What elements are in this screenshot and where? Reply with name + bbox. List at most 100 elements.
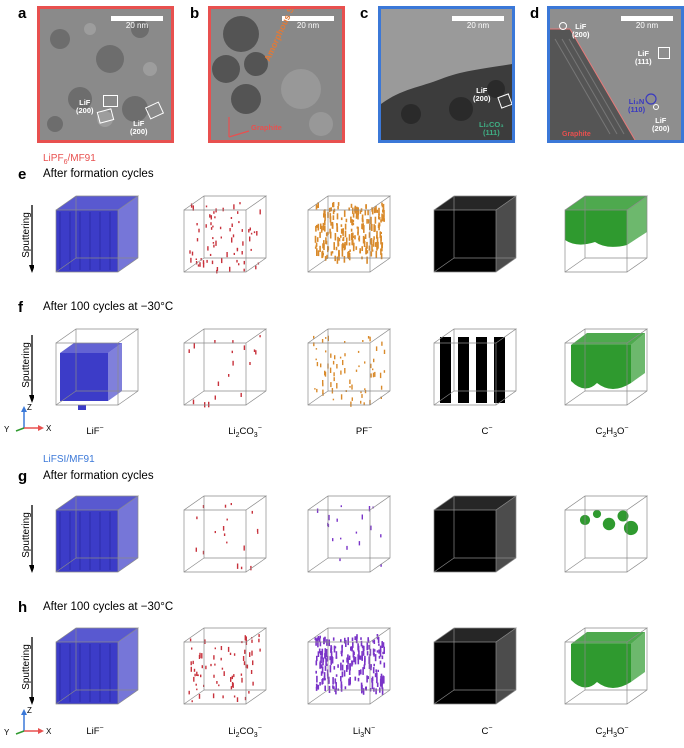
tof-sims-cube-f-1 [48, 323, 144, 413]
row-title-f: After 100 cycles at −30°C [43, 301, 174, 313]
electrolyte-label-lifsi: LiFSI/MF91 [43, 454, 95, 465]
cube-render [307, 627, 392, 705]
annotation-lif-200: LiF (200) [652, 116, 670, 133]
ion-label: C2H3O− [595, 725, 629, 740]
tof-sims-cube-g-3 [300, 490, 396, 580]
tem-texture-d [550, 9, 681, 140]
cube-render [564, 495, 649, 573]
ion-label: Li3N− [352, 725, 376, 740]
tem-image-b: 20 nm Amorphous SEI Graphite [208, 6, 345, 143]
sputtering-arrow-g: Sputtering [20, 503, 34, 575]
tof-sims-cube-e-1 [48, 190, 144, 280]
ion-label: Li2CO3− [228, 425, 262, 440]
row-title-h: After 100 cycles at −30°C [43, 601, 174, 613]
ion-label: C2H3O− [595, 425, 629, 440]
cube-render [55, 627, 140, 705]
tof-sims-cube-h-2 [176, 622, 272, 712]
ion-label: LiF− [86, 725, 104, 738]
tof-sims-cube-h-4 [426, 622, 522, 712]
annotation-li2co3-111: Li₂CO₃ (111) [479, 120, 504, 137]
sputtering-arrow-f: Sputtering [20, 333, 34, 405]
axes-indicator-2: Z Y X [4, 703, 54, 743]
scale-bar-d: 20 nm [621, 16, 673, 31]
tem-image-a: 20 nm LiF (200) LiF (200) [37, 6, 174, 143]
cube-render [55, 495, 140, 573]
cube-render [433, 195, 518, 273]
tof-sims-cube-f-2 [176, 323, 272, 413]
scale-bar-b: 20 nm [282, 16, 334, 31]
ion-label: Li2CO3− [228, 725, 262, 740]
row-title-e: After formation cycles [43, 168, 154, 180]
tof-sims-cube-f-5 [557, 323, 653, 413]
cube-render [564, 627, 649, 705]
electrolyte-label-lipf6: LiPF6/MF91 [43, 153, 96, 166]
down-arrow-icon [29, 205, 34, 273]
panel-label-d: d [530, 5, 540, 22]
panel-label-e: e [18, 166, 27, 183]
annotation-lif-200: LiF (200) [76, 98, 94, 115]
cube-render [564, 195, 649, 273]
cube-render [307, 195, 392, 273]
tof-sims-cube-h-1 [48, 622, 144, 712]
tem-texture-a [40, 9, 171, 140]
tem-image-d: 20 nm LiF (200) LiF (111) Li₃N (110) LiF… [547, 6, 684, 143]
tof-sims-cube-h-5 [557, 622, 653, 712]
cube-render [433, 627, 518, 705]
tof-sims-cube-g-5 [557, 490, 653, 580]
annotation-lif-200: LiF (200) [130, 119, 148, 136]
cube-render [307, 495, 392, 573]
tof-sims-cube-g-2 [176, 490, 272, 580]
ion-label: C− [481, 425, 493, 438]
ion-label: LiF− [86, 425, 104, 438]
cube-render [433, 328, 518, 406]
cube-render [183, 495, 268, 573]
panel-label-a: a [18, 5, 27, 22]
row-title-g: After formation cycles [43, 470, 154, 482]
tem-image-c: 20 nm LiF (200) Li₂CO₃ (111) [378, 6, 515, 143]
sputtering-arrow-h: Sputtering [20, 635, 34, 707]
sputtering-arrow-e: Sputtering [20, 203, 34, 275]
axes-arrows-icon [15, 709, 44, 735]
annotation-lif-200: LiF (200) [473, 86, 491, 103]
annotation-graphite: Graphite [251, 123, 282, 132]
ion-label: PF− [355, 425, 373, 438]
axes-indicator-1: Z Y X [4, 400, 54, 440]
cube-render [183, 195, 268, 274]
ion-label: C− [481, 725, 493, 738]
annotation-graphite: Graphite [562, 131, 591, 138]
cube-render [183, 627, 268, 705]
annotation-lif-111: LiF (111) [635, 49, 652, 66]
tof-sims-cube-g-1 [48, 490, 144, 580]
cube-render [55, 328, 140, 410]
panel-label-b: b [190, 5, 200, 22]
scale-bar-a: 20 nm [111, 16, 163, 31]
cube-render [307, 328, 392, 407]
panel-label-c: c [360, 5, 369, 22]
down-arrow-icon [29, 335, 34, 403]
tof-sims-cube-h-3 [300, 622, 396, 712]
tof-sims-cube-g-4 [426, 490, 522, 580]
cube-render [55, 195, 140, 273]
tof-sims-cube-e-2 [176, 190, 272, 280]
tof-sims-cube-e-3 [300, 190, 396, 280]
lattice-box [103, 95, 118, 107]
axes-arrows-icon [15, 406, 44, 432]
tem-texture-b [211, 9, 342, 140]
panel-label-g: g [18, 468, 28, 485]
tof-sims-cube-e-5 [557, 190, 653, 280]
down-arrow-icon [29, 505, 34, 573]
annotation-li3n-110: Li₃N (110) [628, 97, 646, 114]
scale-bar-c: 20 nm [452, 16, 504, 31]
tof-sims-cube-f-3 [300, 323, 396, 413]
down-arrow-icon [29, 637, 34, 705]
cube-render [433, 495, 518, 573]
cube-render [183, 328, 268, 408]
tof-sims-cube-e-4 [426, 190, 522, 280]
tem-texture-c [381, 9, 512, 140]
tof-sims-cube-f-4 [426, 323, 522, 413]
lattice-box [658, 47, 670, 59]
panel-label-f: f [18, 299, 23, 316]
annotation-lif-200: LiF (200) [572, 22, 590, 39]
cube-render [564, 328, 649, 406]
panel-label-h: h [18, 599, 28, 616]
